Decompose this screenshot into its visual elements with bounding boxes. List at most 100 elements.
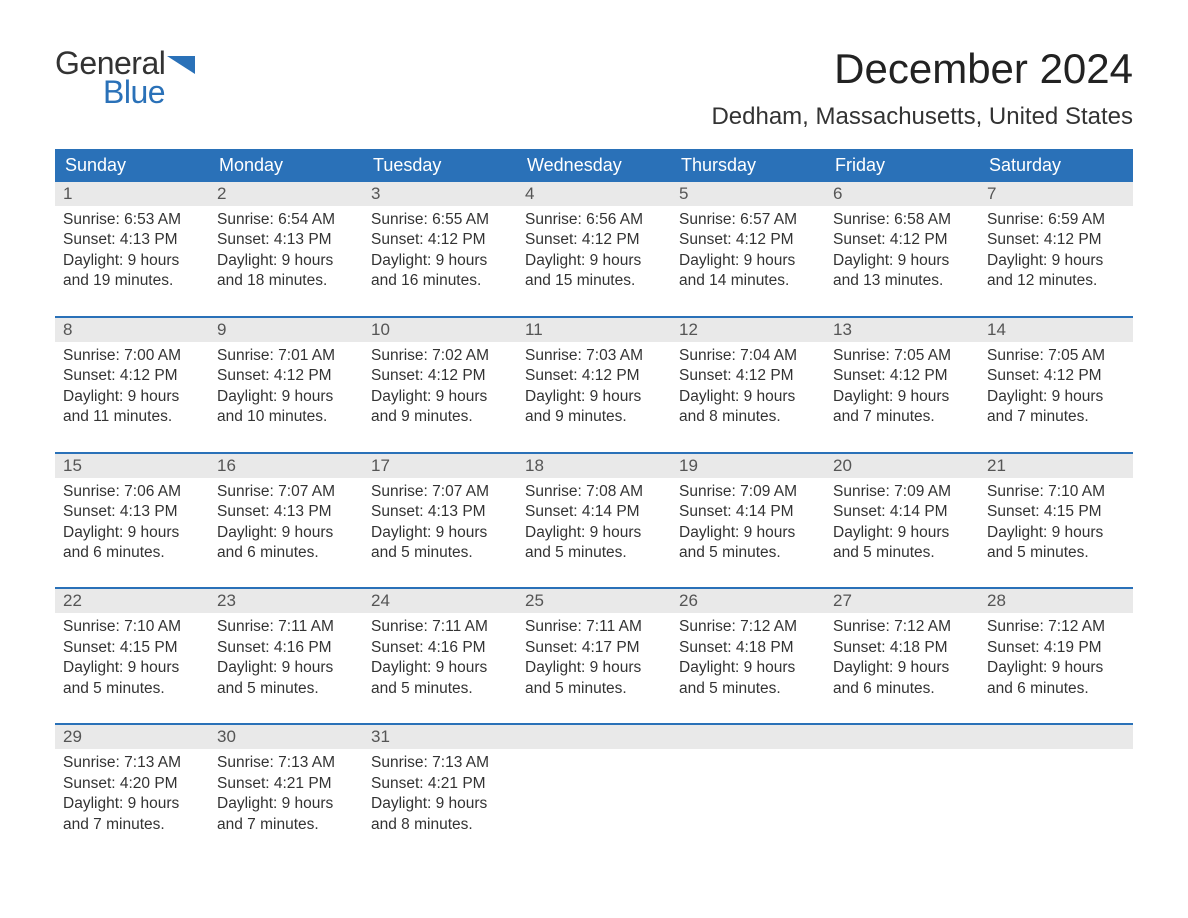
day-body: Sunrise: 7:11 AMSunset: 4:17 PMDaylight:… <box>517 613 671 703</box>
day-body: Sunrise: 7:10 AMSunset: 4:15 PMDaylight:… <box>55 613 209 703</box>
day-body: Sunrise: 6:53 AMSunset: 4:13 PMDaylight:… <box>55 206 209 296</box>
sunset-line: Sunset: 4:14 PM <box>679 502 817 522</box>
calendar: Sunday Monday Tuesday Wednesday Thursday… <box>55 149 1133 839</box>
sunrise-line: Sunrise: 7:11 AM <box>217 617 355 637</box>
sunset-line: Sunset: 4:12 PM <box>371 366 509 386</box>
sunrise-line: Sunrise: 7:00 AM <box>63 346 201 366</box>
day-number-row: 19 <box>671 454 825 478</box>
day-number: 17 <box>371 456 390 475</box>
day-number: 21 <box>987 456 1006 475</box>
weeks-container: 1Sunrise: 6:53 AMSunset: 4:13 PMDaylight… <box>55 182 1133 839</box>
sunrise-line: Sunrise: 7:04 AM <box>679 346 817 366</box>
day-cell: 24Sunrise: 7:11 AMSunset: 4:16 PMDayligh… <box>363 589 517 703</box>
day-number-row: 21 <box>979 454 1133 478</box>
day-cell: 1Sunrise: 6:53 AMSunset: 4:13 PMDaylight… <box>55 182 209 296</box>
day-number-row: 5 <box>671 182 825 206</box>
sunrise-line: Sunrise: 7:11 AM <box>525 617 663 637</box>
dayheader-sun: Sunday <box>55 149 209 182</box>
day-cell: 7Sunrise: 6:59 AMSunset: 4:12 PMDaylight… <box>979 182 1133 296</box>
daylight-line: Daylight: 9 hours and 14 minutes. <box>679 251 817 292</box>
day-body: Sunrise: 7:12 AMSunset: 4:18 PMDaylight:… <box>825 613 979 703</box>
daylight-line: Daylight: 9 hours and 11 minutes. <box>63 387 201 428</box>
day-cell: . <box>517 725 671 839</box>
day-body: Sunrise: 7:10 AMSunset: 4:15 PMDaylight:… <box>979 478 1133 568</box>
daylight-line: Daylight: 9 hours and 16 minutes. <box>371 251 509 292</box>
sunset-line: Sunset: 4:12 PM <box>525 366 663 386</box>
day-body: Sunrise: 7:07 AMSunset: 4:13 PMDaylight:… <box>209 478 363 568</box>
day-number-row: 24 <box>363 589 517 613</box>
day-body: Sunrise: 7:02 AMSunset: 4:12 PMDaylight:… <box>363 342 517 432</box>
day-number-row: 11 <box>517 318 671 342</box>
sunset-line: Sunset: 4:12 PM <box>217 366 355 386</box>
day-cell: 17Sunrise: 7:07 AMSunset: 4:13 PMDayligh… <box>363 454 517 568</box>
sunset-line: Sunset: 4:12 PM <box>833 366 971 386</box>
day-cell: 16Sunrise: 7:07 AMSunset: 4:13 PMDayligh… <box>209 454 363 568</box>
sunset-line: Sunset: 4:16 PM <box>217 638 355 658</box>
day-number-row: 30 <box>209 725 363 749</box>
sunrise-line: Sunrise: 7:13 AM <box>371 753 509 773</box>
daylight-line: Daylight: 9 hours and 5 minutes. <box>679 523 817 564</box>
day-number-row: . <box>671 725 825 749</box>
sunset-line: Sunset: 4:21 PM <box>371 774 509 794</box>
day-body: Sunrise: 7:11 AMSunset: 4:16 PMDaylight:… <box>363 613 517 703</box>
day-cell: 3Sunrise: 6:55 AMSunset: 4:12 PMDaylight… <box>363 182 517 296</box>
day-body: Sunrise: 7:05 AMSunset: 4:12 PMDaylight:… <box>825 342 979 432</box>
sunset-line: Sunset: 4:13 PM <box>217 502 355 522</box>
daylight-line: Daylight: 9 hours and 19 minutes. <box>63 251 201 292</box>
day-number-row: 29 <box>55 725 209 749</box>
daylight-line: Daylight: 9 hours and 7 minutes. <box>217 794 355 835</box>
sunset-line: Sunset: 4:14 PM <box>525 502 663 522</box>
day-number: 8 <box>63 320 72 339</box>
day-cell: 28Sunrise: 7:12 AMSunset: 4:19 PMDayligh… <box>979 589 1133 703</box>
week-row: 15Sunrise: 7:06 AMSunset: 4:13 PMDayligh… <box>55 452 1133 568</box>
day-cell: 31Sunrise: 7:13 AMSunset: 4:21 PMDayligh… <box>363 725 517 839</box>
day-number-row: 25 <box>517 589 671 613</box>
sunrise-line: Sunrise: 7:05 AM <box>833 346 971 366</box>
day-number: 28 <box>987 591 1006 610</box>
day-body: Sunrise: 7:09 AMSunset: 4:14 PMDaylight:… <box>671 478 825 568</box>
sunrise-line: Sunrise: 6:57 AM <box>679 210 817 230</box>
day-number: 10 <box>371 320 390 339</box>
day-cell: 20Sunrise: 7:09 AMSunset: 4:14 PMDayligh… <box>825 454 979 568</box>
week-row: 8 Sunrise: 7:00 AM Sunset: 4:12 PM Daylight… <box>55 316 1133 432</box>
sunset-line: Sunset: 4:13 PM <box>63 230 201 250</box>
day-body: Sunrise: 6:57 AMSunset: 4:12 PMDaylight:… <box>671 206 825 296</box>
day-cell: 8Sunrise: 7:00 AMSunset: 4:12 PMDaylight… <box>55 318 209 432</box>
day-body: Sunrise: 6:54 AMSunset: 4:13 PMDaylight:… <box>209 206 363 296</box>
daylight-line: Daylight: 9 hours and 8 minutes. <box>371 794 509 835</box>
daylight-line: Daylight: 9 hours and 6 minutes. <box>833 658 971 699</box>
day-number-row: 2 <box>209 182 363 206</box>
daylight-line: Daylight: 9 hours and 8 minutes. <box>679 387 817 428</box>
day-number: 29 <box>63 727 82 746</box>
sunset-line: Sunset: 4:14 PM <box>833 502 971 522</box>
sunset-line: Sunset: 4:19 PM <box>987 638 1125 658</box>
day-number-row: 3 <box>363 182 517 206</box>
daylight-line: Daylight: 9 hours and 15 minutes. <box>525 251 663 292</box>
day-cell: . <box>825 725 979 839</box>
sunset-line: Sunset: 4:15 PM <box>63 638 201 658</box>
day-number-row: 9 <box>209 318 363 342</box>
day-number: 25 <box>525 591 544 610</box>
day-number: 7 <box>987 184 996 203</box>
day-number-row: 12 <box>671 318 825 342</box>
day-number-row: 8 <box>55 318 209 342</box>
sunset-line: Sunset: 4:12 PM <box>371 230 509 250</box>
daylight-line: Daylight: 9 hours and 6 minutes. <box>217 523 355 564</box>
daylight-line: Daylight: 9 hours and 7 minutes. <box>63 794 201 835</box>
day-body: Sunrise: 6:58 AMSunset: 4:12 PMDaylight:… <box>825 206 979 296</box>
day-cell: 5Sunrise: 6:57 AMSunset: 4:12 PMDaylight… <box>671 182 825 296</box>
day-cell: . <box>979 725 1133 839</box>
day-cell: 10 Sunrise: 7:02 AMSunset: 4:12 PMDayligh… <box>363 318 517 432</box>
day-number-row: 22 <box>55 589 209 613</box>
sunrise-line: Sunrise: 6:58 AM <box>833 210 971 230</box>
day-body: Sunrise: 6:56 AMSunset: 4:12 PMDaylight:… <box>517 206 671 296</box>
day-cell: 30Sunrise: 7:13 AMSunset: 4:21 PMDayligh… <box>209 725 363 839</box>
day-number: 6 <box>833 184 842 203</box>
day-body: Sunrise: 7:05 AMSunset: 4:12 PMDaylight:… <box>979 342 1133 432</box>
day-cell: 21 Sunrise: 7:10 AMSunset: 4:15 PMDayligh… <box>979 454 1133 568</box>
day-cell: 22Sunrise: 7:10 AMSunset: 4:15 PMDayligh… <box>55 589 209 703</box>
day-body: Sunrise: 7:13 AMSunset: 4:20 PMDaylight:… <box>55 749 209 839</box>
sunrise-line: Sunrise: 7:07 AM <box>217 482 355 502</box>
sunrise-line: Sunrise: 7:03 AM <box>525 346 663 366</box>
day-number-row: 26 <box>671 589 825 613</box>
